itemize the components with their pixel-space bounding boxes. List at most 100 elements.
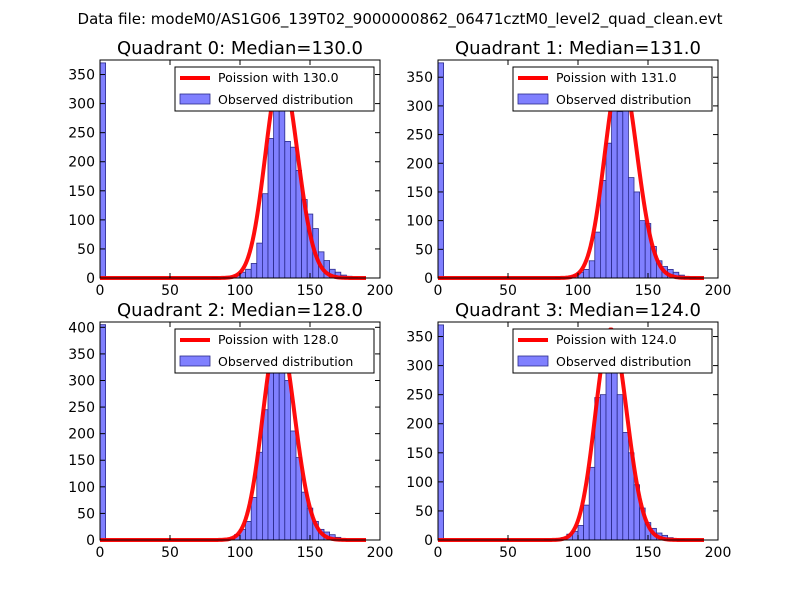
legend-observed-swatch [179, 355, 211, 367]
panel-title: Quadrant 3: Median=124.0 [455, 300, 701, 321]
y-tick-label: 300 [406, 99, 433, 115]
histogram-bar [273, 82, 280, 279]
y-tick-label: 0 [86, 271, 95, 287]
histogram-bar [289, 146, 297, 279]
y-tick-label: 50 [77, 506, 95, 522]
legend: Poission with 124.0 Observed distributio… [512, 328, 713, 374]
histogram-bar [261, 409, 269, 541]
histogram-bar [245, 520, 252, 541]
histogram-bar [588, 466, 596, 541]
histogram-bar-zero [99, 62, 106, 279]
x-tick-label: 200 [367, 283, 394, 299]
y-tick-label: 150 [406, 185, 433, 201]
histogram-bar [639, 220, 646, 279]
y-tick-label: 150 [68, 453, 95, 469]
histogram-bar [289, 430, 297, 541]
legend-observed-label: Observed distribution [556, 92, 691, 107]
legend-poisson-label: Poission with 130.0 [218, 70, 339, 85]
axes: 0 50 100 150 200 0 50 100 150 200 250 300 350 400 [68, 320, 393, 561]
x-tick-label: 100 [227, 545, 254, 561]
y-tick-label: 50 [77, 242, 95, 258]
histogram-bar [278, 106, 286, 279]
y-tick-label: 250 [406, 128, 433, 144]
y-tick-label: 300 [68, 373, 95, 389]
figure-title: Data file: modeM0/AS1G06_139T02_90000008… [78, 10, 723, 29]
x-tick-label: 150 [635, 545, 662, 561]
y-tick-label: 100 [406, 214, 433, 230]
y-tick-label: 200 [406, 417, 433, 433]
histogram-bar [583, 504, 590, 541]
y-tick-label: 350 [406, 70, 433, 86]
y-tick-label: 150 [406, 446, 433, 462]
y-tick-label: 350 [68, 347, 95, 363]
y-tick-label: 150 [68, 184, 95, 200]
y-tick-label: 50 [415, 242, 433, 258]
x-tick-label: 50 [161, 283, 179, 299]
y-tick-label: 350 [68, 68, 95, 84]
x-tick-label: 200 [367, 545, 394, 561]
histogram-bar [633, 191, 640, 279]
histogram-bar [616, 394, 624, 541]
legend-poisson-label: Poission with 128.0 [218, 332, 339, 347]
y-tick-label: 350 [406, 330, 433, 346]
panel-title: Quadrant 1: Median=131.0 [455, 38, 701, 59]
axes: 0 50 100 150 200 0 50 100 150 200 250 300 350 [68, 59, 394, 299]
y-tick-label: 100 [406, 475, 433, 491]
x-tick-label: 0 [434, 545, 443, 561]
histogram-bar-zero [437, 62, 444, 279]
y-tick-label: 0 [424, 271, 433, 287]
panel-title: Quadrant 0: Median=130.0 [117, 38, 363, 59]
histogram-bar-zero [437, 324, 444, 541]
x-tick-label: 100 [565, 545, 592, 561]
legend-observed-label: Observed distribution [218, 92, 353, 107]
panel-quadrant-0: Quadrant 0: Median=130.0 0 50 100 150 200 0 50… [68, 38, 393, 299]
histogram-bar [273, 356, 280, 541]
histogram-bar [267, 361, 274, 541]
y-tick-label: 200 [406, 156, 433, 172]
histogram-bar [628, 177, 635, 279]
x-tick-label: 150 [297, 545, 324, 561]
y-tick-label: 300 [406, 359, 433, 375]
histogram-bar [600, 394, 607, 541]
y-tick-label: 400 [68, 320, 95, 336]
histogram-bar [605, 142, 612, 279]
legend: Poission with 131.0 Observed distributio… [512, 66, 713, 112]
y-tick-label: 50 [415, 504, 433, 520]
x-tick-label: 0 [96, 545, 105, 561]
axes: 0 50 100 150 200 0 50 100 150 200 250 300 350 [406, 321, 732, 561]
legend-observed-label: Observed distribution [218, 354, 353, 369]
histogram-bar [616, 111, 624, 279]
x-tick-label: 150 [635, 283, 662, 299]
y-tick-label: 300 [68, 97, 95, 113]
legend-poisson-label: Poission with 124.0 [556, 332, 677, 347]
y-tick-label: 250 [406, 388, 433, 404]
y-tick-label: 100 [68, 213, 95, 229]
histogram-bar [594, 231, 601, 279]
x-tick-label: 0 [96, 283, 105, 299]
y-tick-label: 250 [68, 400, 95, 416]
histogram-bar [267, 138, 274, 279]
x-tick-label: 150 [297, 283, 324, 299]
histogram-bar [284, 380, 291, 541]
y-tick-label: 200 [68, 155, 95, 171]
histogram-bar [577, 525, 584, 541]
x-tick-label: 200 [705, 545, 732, 561]
histogram-bar [588, 260, 596, 279]
histogram-bar [284, 140, 291, 279]
histogram-bar-zero [99, 324, 106, 541]
axes: 0 50 100 150 200 0 50 100 150 200 250 300 350 [406, 59, 732, 299]
legend: Poission with 130.0 Observed distributio… [174, 66, 375, 112]
histogram-bar [583, 268, 590, 279]
histogram-bar [622, 432, 629, 541]
panel-quadrant-2: Quadrant 2: Median=128.0 0 50 100 150 200 0 50… [68, 300, 393, 561]
x-tick-label: 100 [227, 283, 254, 299]
y-tick-label: 0 [424, 533, 433, 549]
x-tick-label: 100 [565, 283, 592, 299]
histogram-bar [250, 263, 258, 279]
histogram-bar [278, 361, 286, 541]
x-tick-label: 200 [705, 283, 732, 299]
x-tick-label: 50 [499, 283, 517, 299]
histogram-bar [622, 105, 629, 279]
histogram-bar [245, 268, 252, 279]
